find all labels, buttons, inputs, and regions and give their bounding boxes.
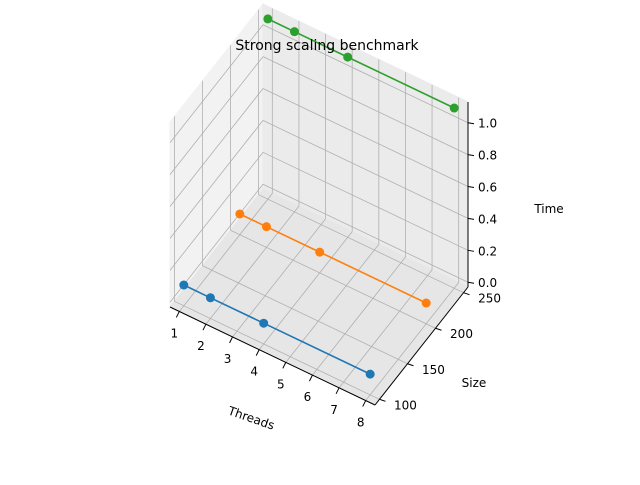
z-tick-label: 1.0 [478, 117, 497, 131]
y-grid-line-floor [258, 194, 464, 294]
x-tick-label: 7 [330, 403, 338, 417]
y-grid-line-floor [174, 300, 380, 400]
z-grid-line-back [262, 56, 469, 155]
series-2-point [235, 209, 245, 219]
x-grid-line-floor [232, 218, 326, 338]
axis-ticks: 1 2 3 4 5 6 7 8 100 150 200 250 0.0 0.2 0.4 0.6 0.8 1.0 [170, 117, 500, 430]
z-grid-line-left [169, 88, 264, 207]
z-grid-line-back [262, 120, 469, 219]
series-3-point [449, 103, 459, 113]
series-line-1 [183, 284, 371, 375]
z-tick-label: 0.8 [478, 149, 497, 163]
series-1-point [259, 318, 269, 328]
x-tick [229, 336, 234, 344]
x-grid-line-floor [285, 244, 380, 363]
y-tick-label: 250 [478, 292, 501, 306]
x-tick [282, 362, 287, 369]
x-grid-line-floor [258, 231, 353, 350]
y-tick [379, 398, 386, 402]
x-grid-line-floor [365, 282, 459, 401]
z-grid-line-back [262, 88, 469, 187]
x-tick-label: 1 [170, 326, 178, 340]
series-2-point [261, 222, 271, 232]
y-tick [407, 363, 414, 367]
z-tick [467, 186, 475, 189]
z-axis-label: Time [533, 202, 563, 216]
z-tick [467, 122, 475, 125]
series-1-point [365, 369, 375, 379]
z-tick-label: 0.4 [478, 212, 497, 226]
y-tick [435, 327, 442, 331]
x-tick-label: 5 [277, 377, 285, 391]
z-tick [467, 217, 475, 220]
x-tick-label: 6 [304, 390, 312, 404]
x-tick-label: 2 [197, 339, 205, 353]
x-grid-line-floor [312, 256, 406, 376]
z-tick [467, 154, 475, 157]
x-tick [362, 400, 367, 407]
y-tick [463, 292, 470, 296]
x-grid-line-floor [338, 269, 433, 389]
z-grid-line-back [262, 183, 469, 283]
series-2-point [315, 247, 325, 257]
y-grid-line-floor [230, 229, 436, 329]
y-grid-line-floor [202, 265, 408, 365]
grid-lines [169, 8, 469, 401]
z-tick [467, 249, 475, 252]
chart-title: Strong scaling benchmark [235, 38, 419, 54]
y-tick-label: 100 [394, 398, 417, 412]
x-grid-line-floor [179, 193, 273, 312]
x-tick [255, 349, 260, 356]
data-series [179, 14, 459, 379]
y-tick-label: 200 [450, 327, 473, 341]
x-tick [335, 387, 340, 395]
z-grid-line-back [262, 24, 469, 124]
x-tick-label: 3 [224, 352, 232, 366]
axis-panes [169, 2, 469, 406]
series-2-point [421, 298, 431, 308]
series-1-point [205, 293, 215, 303]
z-tick-label: 0.0 [478, 276, 497, 290]
z-tick-label: 0.6 [478, 181, 497, 195]
series-line-3 [267, 18, 455, 109]
series-1-point [179, 280, 189, 290]
y-axis-line [374, 286, 469, 406]
series-line-2 [239, 213, 427, 304]
y-tick-label: 150 [422, 363, 445, 377]
z-grid-line-left [169, 120, 264, 239]
x-tick [175, 311, 180, 318]
series-3-point [289, 27, 299, 37]
z-grid-line-back [262, 151, 469, 251]
axis-lines [169, 102, 469, 406]
z-grid-line-left [169, 24, 264, 143]
series-3-point [343, 52, 353, 62]
z-tick [467, 281, 475, 284]
z-tick-label: 0.2 [478, 244, 497, 258]
series-3-point [263, 14, 273, 24]
z-grid-line-left [169, 56, 264, 175]
x-tick [308, 374, 313, 382]
x-tick-label: 8 [357, 416, 365, 430]
y-axis-label: Size [462, 376, 487, 390]
x-grid-line-floor [205, 205, 300, 325]
x-tick [202, 323, 207, 331]
x-axis-line [169, 306, 376, 406]
z-grid-line-left [169, 152, 264, 271]
x-tick-label: 4 [250, 365, 258, 379]
